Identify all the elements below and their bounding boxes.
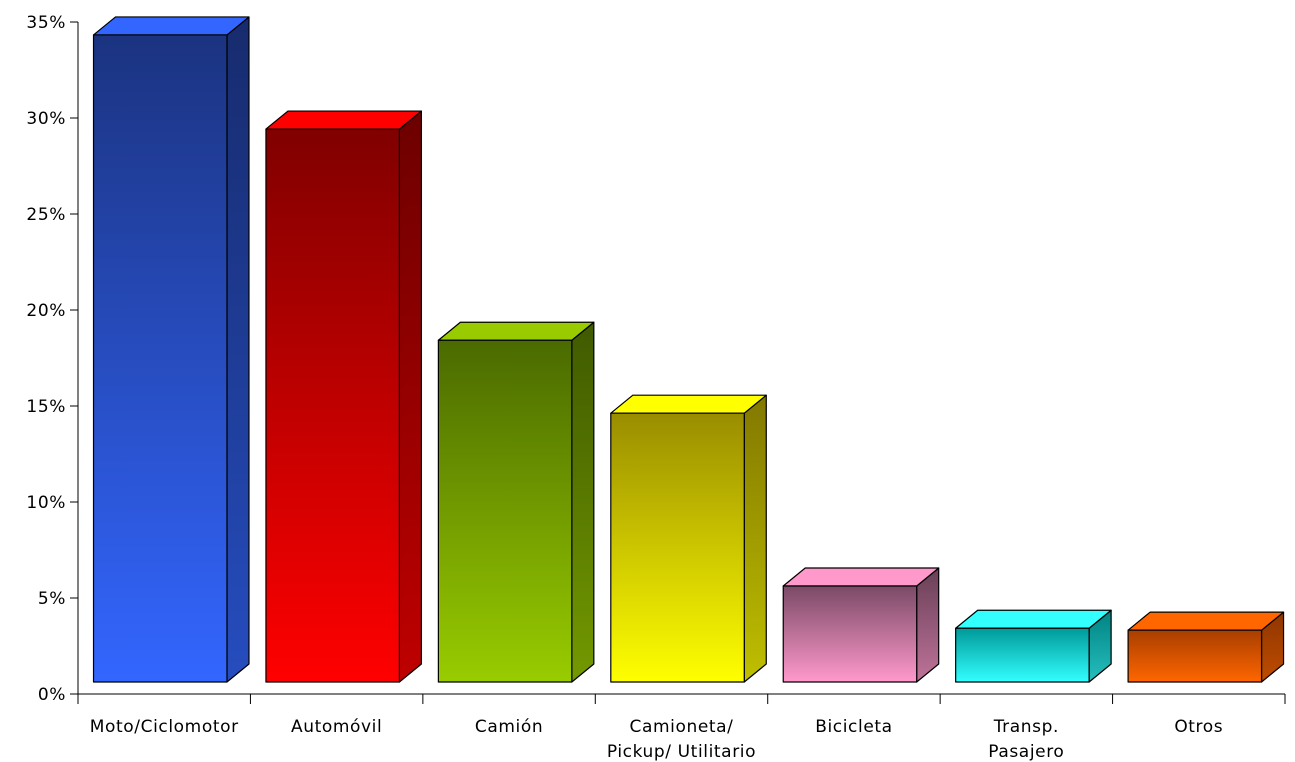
bar-front (1127, 629, 1263, 683)
bar-side (916, 567, 940, 683)
bar-front (610, 412, 745, 683)
y-tick-label: 5% (38, 589, 66, 609)
y-tick-label: 20% (26, 301, 66, 321)
y-tick-label: 25% (26, 205, 66, 225)
x-tick-label: Automóvil (291, 717, 382, 737)
bar (92, 16, 250, 683)
bar-side (226, 16, 250, 683)
bar (1127, 611, 1285, 683)
bar (265, 110, 423, 683)
bar (955, 609, 1112, 683)
bar-front (92, 34, 228, 683)
x-tick-label: Transp. (993, 717, 1059, 737)
bar-front (265, 128, 401, 683)
bar-front (437, 339, 573, 683)
bar-side (743, 394, 767, 683)
x-tick-label: Camión (475, 717, 543, 737)
bar-front (955, 627, 1090, 683)
bar-top (955, 609, 1112, 629)
y-tick-label: 10% (26, 493, 66, 513)
bar-side (398, 110, 423, 683)
bar-top (782, 567, 940, 587)
bar-top (437, 321, 595, 341)
x-tick-label: Pasajero (988, 742, 1064, 762)
x-tick-label: Moto/Ciclomotor (90, 717, 239, 737)
x-labels: Moto/Ciclomotor Automóvil Camión Camioneta/… (90, 717, 1223, 762)
bar (782, 567, 940, 683)
bars (92, 16, 1285, 683)
bar-side (571, 321, 595, 683)
bar-top (1127, 611, 1285, 631)
y-axis: 0% 5% 10% 15% 20% 25% 30% 35% (26, 13, 79, 705)
bar (437, 321, 595, 683)
bar-top (92, 16, 250, 36)
bar-top (265, 110, 423, 130)
x-tick-label: Otros (1174, 717, 1223, 737)
bar (610, 394, 767, 683)
y-tick-label: 15% (26, 397, 66, 417)
y-tick-label: 0% (38, 685, 66, 705)
y-tick-label: 35% (26, 13, 66, 33)
x-tick-label: Camioneta/ (629, 717, 733, 737)
bar-front (782, 585, 918, 683)
x-tick-label: Pickup/ Utilitario (607, 742, 756, 762)
x-tick-label: Bicicleta (815, 717, 892, 737)
bar-top (610, 394, 767, 414)
y-tick-label: 30% (26, 109, 66, 129)
x-axis (77, 693, 1286, 704)
